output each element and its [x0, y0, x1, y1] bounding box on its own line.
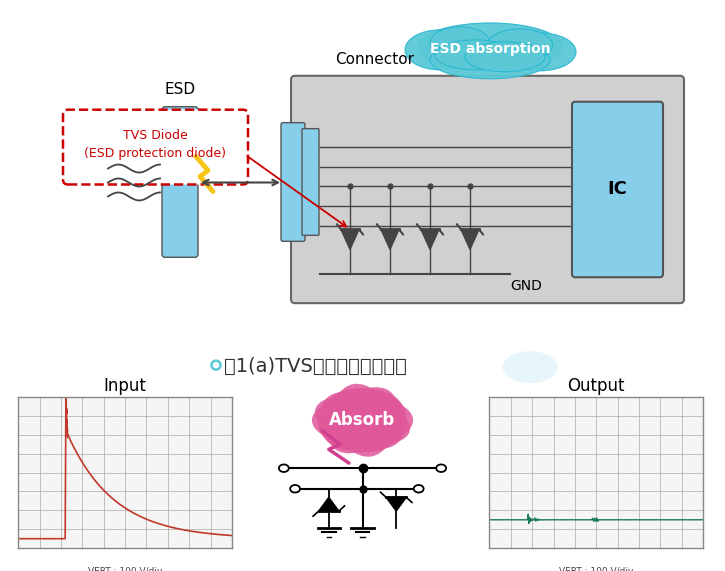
Circle shape: [414, 485, 423, 493]
Text: 图1(a)TVS二极管的使用示例: 图1(a)TVS二极管的使用示例: [224, 357, 407, 376]
Ellipse shape: [418, 23, 563, 71]
Polygon shape: [421, 230, 439, 250]
Text: IC: IC: [607, 180, 627, 199]
Ellipse shape: [328, 387, 397, 453]
Text: GND: GND: [510, 279, 542, 293]
Text: TVS Diode
(ESD protection diode): TVS Diode (ESD protection diode): [84, 129, 226, 160]
Ellipse shape: [321, 390, 404, 451]
Text: VERT : 100 V/div: VERT : 100 V/div: [559, 566, 634, 571]
Polygon shape: [386, 497, 406, 511]
Polygon shape: [461, 230, 479, 250]
Text: ESD: ESD: [165, 82, 196, 96]
Ellipse shape: [328, 388, 397, 453]
Title: Output: Output: [568, 377, 625, 395]
Text: ESD absorption: ESD absorption: [430, 42, 550, 56]
Ellipse shape: [465, 42, 545, 72]
Ellipse shape: [435, 40, 515, 70]
Ellipse shape: [430, 41, 550, 79]
Ellipse shape: [504, 33, 576, 71]
FancyBboxPatch shape: [162, 107, 198, 258]
Ellipse shape: [487, 29, 552, 61]
Ellipse shape: [326, 388, 399, 452]
Circle shape: [436, 464, 446, 472]
Ellipse shape: [318, 392, 407, 449]
FancyBboxPatch shape: [572, 102, 663, 278]
Ellipse shape: [322, 392, 403, 449]
Circle shape: [279, 464, 289, 472]
Text: Connector: Connector: [336, 52, 415, 67]
FancyBboxPatch shape: [291, 76, 684, 303]
Ellipse shape: [334, 384, 392, 457]
Title: Input: Input: [104, 377, 146, 395]
FancyBboxPatch shape: [281, 123, 305, 242]
Polygon shape: [319, 497, 339, 511]
FancyBboxPatch shape: [63, 110, 248, 184]
Ellipse shape: [405, 30, 475, 70]
Polygon shape: [381, 230, 399, 250]
Ellipse shape: [502, 351, 558, 383]
Ellipse shape: [312, 396, 413, 444]
Ellipse shape: [315, 396, 410, 445]
Text: VERT : 100 V/div: VERT : 100 V/div: [88, 566, 162, 571]
Text: Absorb: Absorb: [329, 411, 396, 429]
Polygon shape: [341, 230, 359, 250]
FancyBboxPatch shape: [302, 128, 319, 235]
Circle shape: [290, 485, 300, 493]
Ellipse shape: [430, 27, 490, 59]
